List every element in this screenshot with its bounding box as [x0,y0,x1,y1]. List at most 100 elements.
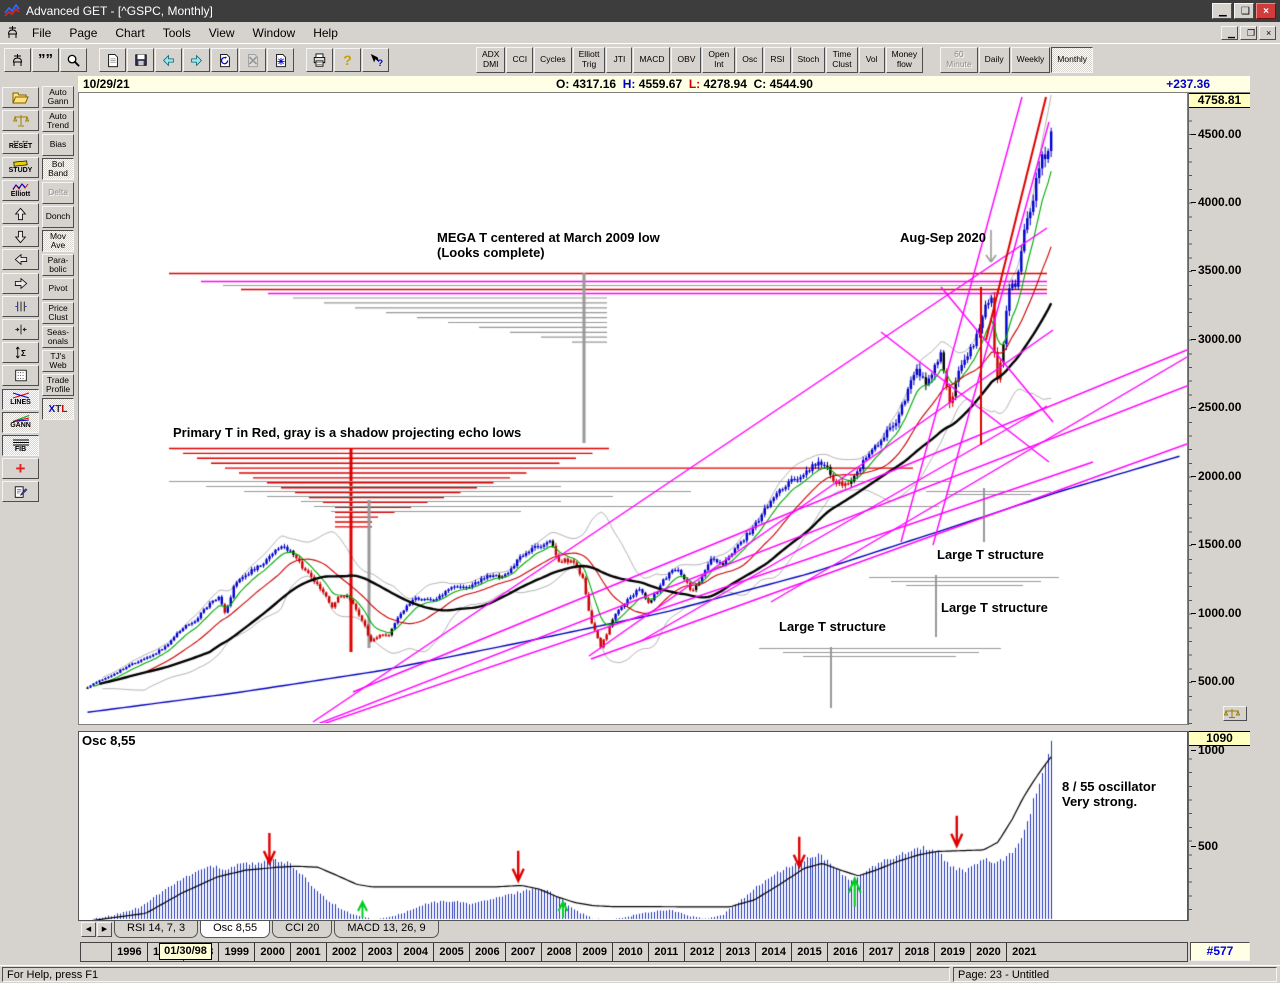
close-button[interactable]: × [1256,3,1276,19]
print-button[interactable] [306,48,333,72]
grid-toggle-button[interactable] [2,365,39,387]
timeframe-weekly[interactable]: Weekly [1010,47,1051,73]
price-tick: 500.00 [1191,674,1235,688]
fib-button[interactable]: FIB [2,435,39,456]
tab-scroll-right[interactable]: ▶ [97,922,112,937]
indicator-open-int[interactable]: Open Int [702,47,736,73]
price-tick: 3500.00 [1191,263,1241,277]
indicator-macd[interactable]: MACD [633,47,671,73]
tool-para-bolic-button[interactable]: Para- bolic [42,254,74,276]
price-tick: 4000.00 [1191,195,1241,209]
indicator-cycles[interactable]: Cycles [534,47,572,73]
properties-button[interactable] [2,481,39,503]
lines-button[interactable]: LINES [2,388,39,410]
tool-auto-gann-button[interactable]: Auto Gann [42,86,74,108]
new-chart-button[interactable] [99,48,126,72]
tool-tj-s-web-button[interactable]: TJ's Web [42,350,74,372]
scroll-right-button[interactable] [2,272,39,294]
price-scale[interactable]: 4758.81 4500.00 4000.00 3500.00 3000.00 2500… [1188,93,1250,725]
indicator-cci[interactable]: CCI [506,47,534,73]
study-button[interactable]: STUDY [2,156,39,178]
menu-help[interactable]: Help [313,25,338,40]
indicator-elliott-trig[interactable]: Elliott Trig [572,47,606,73]
indicator-jti[interactable]: JTI [606,47,633,73]
tab-cci-20[interactable]: CCI 20 [272,921,333,938]
quote-marks-button[interactable]: ”” [32,48,59,72]
year-2001: 2001 [289,943,326,961]
tool-mov-ave-button[interactable]: Mov Ave [42,230,74,252]
indicator-osc[interactable]: Osc [736,47,764,73]
menu-view[interactable]: View [208,25,235,40]
back-button[interactable] [155,48,182,72]
scale-tool-button[interactable] [2,110,39,132]
context-help-button[interactable]: ? [362,48,389,72]
reset-button[interactable]: ↔↔ RESET [2,133,39,155]
menu-page[interactable]: Page [69,25,98,40]
minimize-button[interactable]: ▁ [1212,3,1232,19]
menu-window[interactable]: Window [252,25,296,40]
gann-button[interactable]: GANN [2,411,39,433]
tool-bol-band-button[interactable]: Bol Band [42,158,74,180]
tab-scroll-left[interactable]: ◀ [81,922,96,937]
indicator-time-clust[interactable]: Time Clust [826,47,858,73]
elliott-button[interactable]: Elliott [2,179,39,201]
chart-clamp-icon[interactable] [6,25,19,40]
scroll-left-button[interactable] [2,249,39,271]
high-value: 4559.67 [638,77,683,91]
bar-width-button[interactable] [2,319,39,340]
tool-delta-button[interactable]: Delta [42,182,74,204]
oscillator-canvas[interactable] [79,732,1187,920]
timeframe-monthly[interactable]: Monthly [1051,47,1094,73]
oscillator-scale[interactable]: 1090 1000 500 [1188,731,1250,921]
time-axis[interactable]: 1996199719981999200020012002200320042005… [80,942,1188,962]
timeframe-daily[interactable]: Daily [978,47,1010,73]
timeframe-60-minute[interactable]: 60 Minute [940,47,978,73]
tab-rsi-14-7-3[interactable]: RSI 14, 7, 3 [114,921,199,938]
drawing-toolbar: FIB RETFIB EXTFIB TIMEFIBELiPSPTIMOB1AU [1251,76,1280,965]
new-window-button[interactable] [267,48,294,72]
app-icon [4,4,20,18]
help-button[interactable]: ? [334,48,361,72]
indicator-stoch[interactable]: Stoch [791,47,826,73]
indicator-money-flow[interactable]: Money flow [885,47,924,73]
indicator-obv[interactable]: OBV [671,47,702,73]
tool-seas-onals-button[interactable]: Seas- onals [42,326,74,348]
refresh-chart-button[interactable] [211,48,238,72]
menu-file[interactable]: File [32,25,52,40]
save-button[interactable] [127,48,154,72]
tool-bias-button[interactable]: Bias [42,134,74,156]
forward-button[interactable] [183,48,210,72]
high-label: H: [622,77,636,91]
mdi-restore-button[interactable]: ❐ [1240,25,1257,40]
panel-splitter[interactable] [78,725,1250,731]
scroll-down-button[interactable] [2,226,39,248]
tool-auto-trend-button[interactable]: Auto Trend [42,110,74,132]
open-chart-button[interactable] [2,87,39,108]
indicator-vol[interactable]: Vol [858,47,885,73]
tool-price-clust-button[interactable]: Price Clust [42,302,74,324]
bar-spacing-button[interactable] [2,295,39,317]
find-button[interactable] [60,48,87,72]
mdi-minimize-button[interactable]: ▁ [1221,25,1238,40]
tab-osc-8-55[interactable]: Osc 8,55 [200,921,271,938]
indicator-adx-dmi[interactable]: ADX DMI [476,47,506,73]
pin-tool-button[interactable] [4,48,31,72]
crosshair-button[interactable]: + [2,458,39,480]
price-chart-canvas[interactable] [79,93,1187,723]
delete-chart-button[interactable] [239,48,266,72]
menu-chart[interactable]: Chart [115,25,145,40]
tool-donch-button[interactable]: Donch [42,206,74,228]
maximize-button[interactable]: ❑ [1234,3,1254,19]
tool-trade-profile-button[interactable]: Trade Profile [42,374,74,396]
fit-scale-button[interactable]: Σ [2,342,39,364]
mdi-close-button[interactable]: × [1259,25,1276,40]
current-osc-box: 1090 [1189,731,1250,746]
indicator-rsi[interactable]: RSI [764,47,791,73]
year-2016: 2016 [826,943,863,961]
menu-tools[interactable]: Tools [162,25,191,40]
scale-mode-button[interactable] [1223,706,1247,721]
scroll-up-button[interactable] [2,203,39,224]
tool-pivot-button[interactable]: Pivot [42,278,74,300]
tab-macd-13-26-9[interactable]: MACD 13, 26, 9 [334,921,439,938]
